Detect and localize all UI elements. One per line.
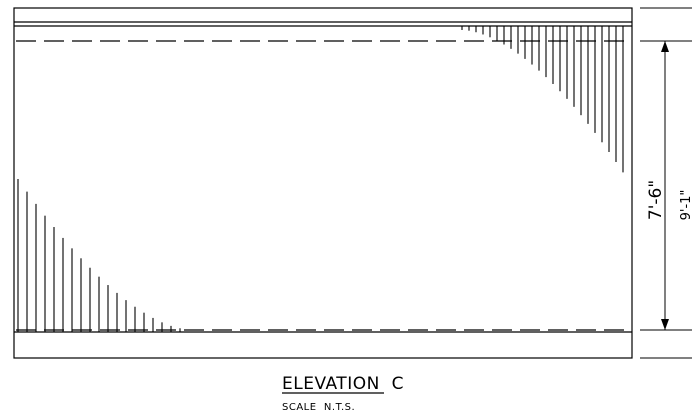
elevation-frame: [13, 7, 633, 359]
hatch-bottom-left: [17, 179, 181, 332]
dimension-inner-height-label: 7'-6": [646, 180, 666, 220]
dimension-outer-height-label: 9'-1": [679, 190, 692, 221]
dimension-inner-height: 7'-6": [646, 41, 669, 330]
elevation-title: ELEVATION C: [282, 374, 404, 394]
hatch-top-right: [461, 26, 624, 173]
scale-note: SCALE N.T.S.: [282, 402, 355, 413]
dimension-outer-height: 9'-1": [679, 190, 692, 221]
